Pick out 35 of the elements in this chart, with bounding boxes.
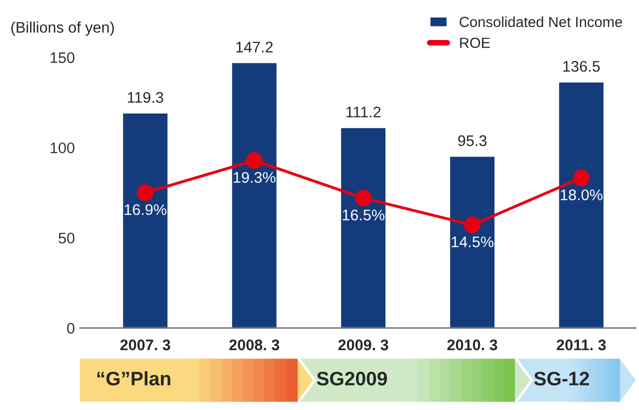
data-label: 136.5 (563, 60, 600, 72)
legend-label: Consolidated Net Income (460, 16, 622, 28)
x-tick-label: 2007. 3 (120, 340, 170, 350)
y-axis-title: (Billions of yen) (11, 22, 114, 36)
data-label: 16.5% (342, 210, 384, 220)
text: “G”Plan (97, 371, 170, 386)
data-label: 119.3 (128, 92, 164, 103)
legend-label: ROE (460, 38, 490, 48)
y-tick-label: 50 (58, 232, 74, 244)
data-label: 95.3 (458, 135, 486, 146)
data-label: 16.9% (124, 204, 166, 216)
data-label: 18.0% (560, 189, 602, 200)
point (136, 184, 154, 202)
text: SG2009 (316, 372, 387, 386)
point (246, 152, 263, 169)
point (354, 190, 372, 206)
point (572, 170, 590, 186)
x-tick-label: 2010. 3 (447, 340, 498, 350)
bar (230, 62, 278, 328)
point (464, 216, 481, 234)
data-label: 111.2 (346, 106, 381, 118)
bar (558, 81, 605, 328)
x-tick-label: 2009. 3 (338, 340, 388, 350)
bar (122, 112, 169, 328)
data-label: 14.5% (452, 236, 494, 248)
data-label: 19.3% (234, 172, 276, 183)
x-tick-label: 2008. 3 (229, 340, 280, 350)
y-tick-label: 100 (50, 142, 74, 154)
bar (448, 155, 496, 328)
y-tick-label: 150 (50, 52, 74, 64)
y-tick-label: 0 (67, 322, 74, 334)
text: SG-12 (534, 372, 589, 386)
x-tick-label: 2011. 3 (556, 340, 606, 350)
data-label: 147.2 (236, 42, 273, 52)
bar (340, 126, 387, 328)
